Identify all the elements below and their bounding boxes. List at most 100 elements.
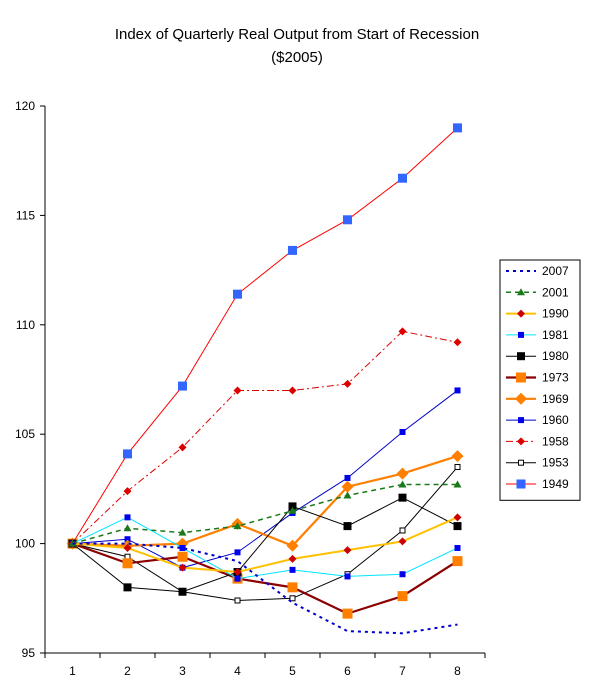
data-point-1973 [177, 551, 188, 562]
legend-marker-1981 [518, 331, 524, 338]
series-line-1949 [72, 127, 458, 544]
data-point-1958 [343, 379, 352, 388]
data-point-1949 [453, 123, 462, 133]
legend-marker-1960 [518, 417, 524, 424]
data-point-1980 [288, 502, 297, 511]
legend-marker-1953 [518, 459, 524, 466]
legend-entry-1958: 1958 [506, 434, 569, 448]
legend-marker-1980 [517, 352, 525, 361]
data-point-1949 [398, 173, 407, 183]
y-tick-label: 115 [16, 208, 35, 222]
data-point-2001 [288, 506, 297, 514]
x-tick-label: 2 [124, 664, 131, 678]
legend-marker-1990 [517, 309, 525, 318]
data-point-1980 [398, 493, 407, 502]
data-point-1969 [341, 480, 354, 493]
legend-label: 1981 [542, 328, 569, 342]
chart-subtitle: ($2005) [271, 49, 323, 66]
data-point-1960 [399, 429, 406, 436]
data-point-2001 [453, 480, 462, 488]
chart-title: Index of Quarterly Real Output from Star… [115, 26, 479, 43]
legend-label: 1980 [542, 349, 569, 363]
data-point-1960 [344, 474, 351, 481]
legend-box [499, 259, 581, 501]
data-point-1958 [288, 386, 297, 395]
data-point-1980 [343, 522, 352, 531]
x-tick-label: 3 [179, 664, 186, 678]
x-tick-label: 8 [454, 664, 461, 678]
data-point-1981 [179, 544, 186, 551]
legend: 2007 2001 1990 1981 1980 1973 1969 1960 1958 1953… [499, 259, 581, 501]
data-point-1980 [453, 522, 462, 531]
data-point-1969 [451, 450, 464, 463]
series-line-1980 [72, 497, 458, 593]
legend-entry-1953: 1953 [506, 456, 569, 470]
legend-entry-1973: 1973 [506, 371, 569, 385]
legend-marker-1973 [516, 372, 526, 383]
data-point-1990 [398, 537, 407, 546]
x-tick-label: 4 [234, 664, 241, 678]
data-point-1990 [178, 563, 187, 572]
legend-marker-1958 [517, 437, 525, 446]
data-point-1958 [123, 487, 132, 496]
data-point-1981 [289, 566, 296, 573]
data-point-1953 [234, 597, 241, 604]
legend-marker-2001 [517, 288, 525, 296]
data-point-1960 [454, 387, 461, 394]
series-line-1969 [72, 455, 458, 548]
legend-entry-2001: 2001 [506, 285, 569, 299]
y-tick-label: 110 [16, 318, 35, 332]
legend-label: 2001 [542, 285, 569, 299]
series-1990 [68, 513, 462, 577]
series-line-1973 [72, 542, 459, 615]
data-point-2001 [398, 480, 407, 488]
legend-label: 1973 [542, 371, 569, 385]
data-point-1990 [453, 513, 462, 522]
data-point-1981 [399, 571, 406, 578]
series-2001 [68, 480, 462, 547]
data-point-2001 [233, 522, 242, 530]
data-point-1973 [342, 608, 353, 619]
legend-entry-1960: 1960 [506, 413, 569, 427]
data-point-1973 [452, 556, 463, 567]
series-line-1958 [72, 330, 458, 544]
data-point-1958 [178, 443, 187, 452]
series-layer [66, 123, 464, 635]
x-tick-label: 6 [344, 664, 351, 678]
data-point-2001 [178, 528, 187, 536]
legend-entry-1980: 1980 [506, 349, 569, 363]
data-point-1949 [343, 215, 352, 225]
data-point-1969 [286, 539, 299, 552]
series-line-1990 [72, 516, 458, 574]
data-point-1958 [398, 327, 407, 336]
data-point-1973 [397, 591, 408, 602]
data-point-1981 [454, 544, 461, 551]
data-point-1981 [124, 514, 131, 521]
y-tick-label: 120 [15, 99, 35, 113]
legend-entry-1969: 1969 [506, 392, 569, 406]
data-point-1990 [343, 546, 352, 555]
data-point-1960 [234, 549, 241, 556]
data-point-1980 [178, 587, 187, 596]
data-point-1990 [288, 554, 297, 563]
legend-label: 2007 [542, 264, 569, 278]
data-point-1990 [233, 568, 242, 577]
series-line-2001 [72, 483, 458, 545]
y-tick-label: 100 [15, 537, 35, 551]
legend-label: 1953 [542, 456, 569, 470]
data-point-1958 [453, 338, 462, 347]
y-tick-label: 95 [22, 646, 36, 660]
series-line-1981 [72, 516, 458, 580]
legend-label: 1990 [542, 307, 569, 321]
series-2007 [72, 542, 458, 635]
axes: 95 100 105 110 115 120 1 2 3 4 5 6 7 8 [15, 99, 486, 678]
y-tick-label: 105 [15, 427, 35, 441]
legend-entry-1990: 1990 [506, 307, 569, 321]
data-point-1949 [233, 289, 242, 299]
x-tick-label: 1 [69, 664, 76, 678]
data-point-1949 [178, 381, 187, 391]
data-point-1969 [396, 467, 409, 480]
legend-marker-1969 [515, 392, 527, 405]
data-point-1953 [289, 595, 296, 602]
